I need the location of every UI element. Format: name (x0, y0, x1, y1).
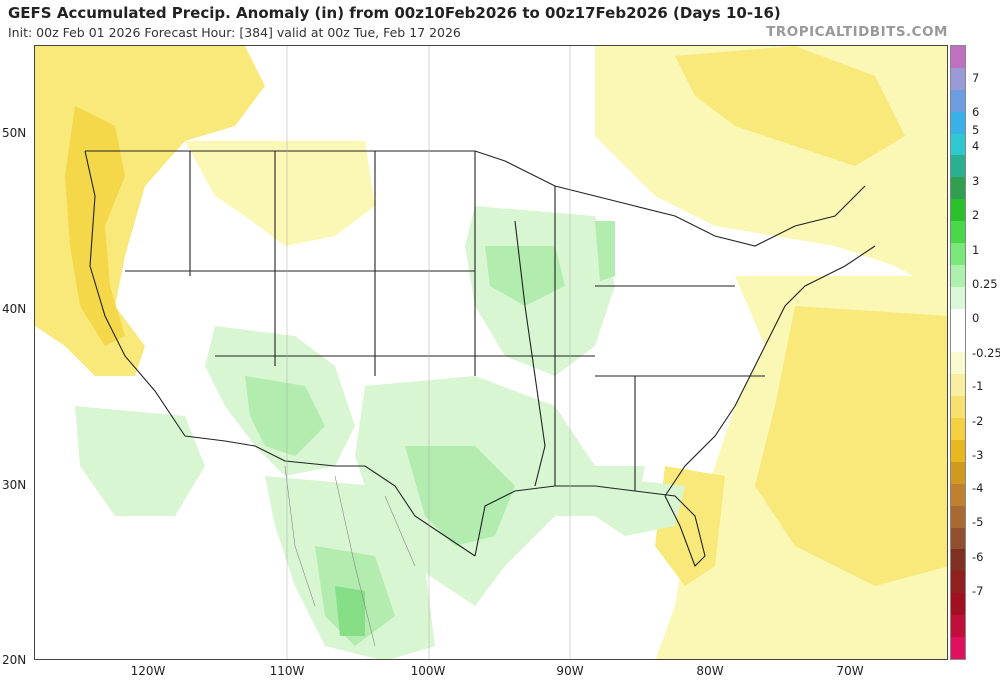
colorbar-segment (951, 527, 965, 550)
colorbar-label: -3 (972, 448, 984, 462)
lon-label-120w: 120W (130, 664, 166, 678)
lon-label-110w: 110W (269, 664, 305, 678)
colorbar-segment (951, 177, 965, 200)
us-mexico-border (184, 435, 476, 557)
colorbar-segment (951, 111, 965, 134)
lat-label-40n: 40N (2, 302, 27, 316)
northern-plains-dry (185, 141, 375, 246)
gulf-coast (474, 485, 706, 567)
west-coast-strong-dry (65, 106, 125, 346)
lon-label-100w: 100W (410, 664, 446, 678)
wet-anomaly-layer (75, 206, 685, 659)
political-borders (84, 150, 876, 567)
colorbar-segment (951, 352, 965, 375)
colorbar-segment (951, 286, 965, 309)
colorbar-label: 4 (972, 139, 980, 153)
lat-label-30n: 30N (2, 478, 27, 492)
texas-strong-wet (405, 446, 515, 546)
colorbar-label: -1 (972, 379, 984, 393)
colorbar-segment (951, 461, 965, 484)
lat-label-20n: 20N (2, 653, 27, 667)
colorbar-label: 3 (972, 174, 980, 188)
colorbar-label: -5 (972, 515, 984, 529)
anomaly-colorbar (950, 45, 966, 660)
sierra-madre-max (335, 586, 365, 636)
colorbar-segment (951, 571, 965, 594)
colorbar-segment (951, 615, 965, 638)
colorbar-segment (951, 418, 965, 441)
lon-label-90w: 90W (556, 664, 584, 678)
colorbar-segment (951, 374, 965, 397)
colorbar-segment (951, 67, 965, 90)
colorbar-segment (951, 396, 965, 419)
colorbar-label: -7 (972, 584, 984, 598)
colorbar-segment (951, 199, 965, 222)
colorbar-segment (951, 549, 965, 572)
canada-east-mid (675, 46, 905, 166)
colorbar-segment (951, 483, 965, 506)
lon-label-70w: 70W (836, 664, 864, 678)
dry-anomaly-layer (35, 46, 947, 659)
precip-anomaly-map (34, 45, 948, 660)
iowa-wet (485, 246, 565, 306)
atlantic-mid (755, 306, 947, 586)
colorbar-segment (951, 243, 965, 265)
colorbar-label: -6 (972, 550, 984, 564)
colorbar-label: 6 (972, 105, 980, 119)
colorbar-segment (951, 133, 965, 156)
mexico-states (284, 465, 416, 647)
colorbar-label: 2 (972, 208, 980, 222)
pacific-wet (75, 406, 205, 516)
site-credit: TROPICALTIDBITS.COM (766, 24, 948, 40)
colorbar-label: 0.25 (972, 277, 998, 291)
colorbar-label: 5 (972, 123, 980, 137)
gulf-wet (595, 476, 685, 536)
southwest-wet (245, 376, 325, 456)
colorbar-label: -2 (972, 414, 984, 428)
map-subtitle: Init: 00z Feb 01 2026 Forecast Hour: [38… (8, 25, 461, 40)
graticule-lines (286, 46, 571, 659)
colorbar-segment (951, 593, 965, 616)
colorbar-segment (951, 155, 965, 178)
colorbar-segment (951, 264, 965, 287)
colorbar-segment (951, 89, 965, 112)
colorbar-label: -0.25 (972, 346, 1000, 360)
mississippi-river-line (514, 220, 546, 487)
atlantic-coast (664, 245, 876, 497)
colorbar-label: 7 (972, 71, 980, 85)
lon-label-80w: 80W (696, 664, 724, 678)
lat-label-50n: 50N (2, 126, 27, 140)
map-title: GEFS Accumulated Precip. Anomaly (in) fr… (8, 4, 781, 22)
colorbar-segment (951, 505, 965, 528)
map-canvas (35, 46, 947, 659)
us-west-coast (84, 150, 186, 437)
colorbar-segment (951, 221, 965, 244)
us-canada-border (85, 150, 866, 247)
colorbar-segment (951, 637, 965, 659)
colorbar-label: 1 (972, 243, 980, 257)
colorbar-label: -4 (972, 481, 984, 495)
colorbar-label: 0 (972, 311, 980, 325)
colorbar-segment (951, 440, 965, 462)
colorbar-segment (951, 46, 965, 68)
great-lakes-wet (595, 221, 615, 281)
colorbar-segment (951, 308, 965, 331)
colorbar-segment (951, 330, 965, 353)
